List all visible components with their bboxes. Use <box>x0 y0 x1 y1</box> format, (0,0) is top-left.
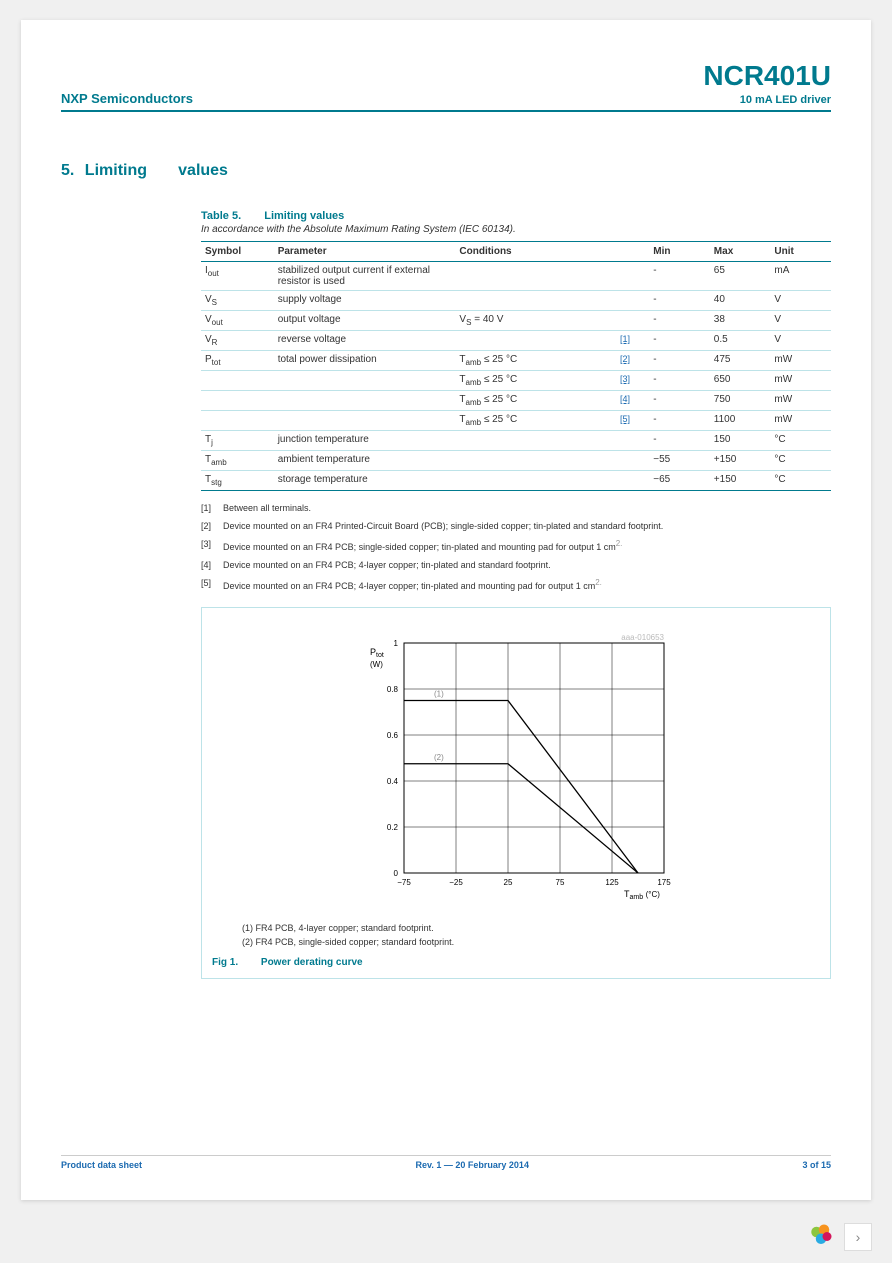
power-derating-chart: aaa-010653 −75 −25 25 75 125 175 0 0.2 0.4 0.6 0.8 1… <box>354 628 679 903</box>
chart-legend-2: (2) FR4 PCB, single-sided copper; standa… <box>242 937 820 947</box>
table-row: VRreverse voltage[1]-0.5V <box>201 331 831 351</box>
table-row: VSsupply voltage-40V <box>201 291 831 311</box>
chart-wrap: aaa-010653 −75 −25 25 75 125 175 0 0.2 0.4 0.6 0.8 1… <box>212 618 820 923</box>
footer-right: 3 of 15 <box>802 1160 831 1170</box>
table-row: Ioutstabilized output current if externa… <box>201 262 831 291</box>
th-ref <box>601 242 649 262</box>
table-row: Tamb ≤ 25 °C[3]-650mW <box>201 371 831 391</box>
th-min: Min <box>649 242 710 262</box>
page-container: NXP Semiconductors NCR401U 10 mA LED dri… <box>21 20 871 1200</box>
figure-label: Fig 1. <box>212 957 238 968</box>
section-word2: values <box>178 162 228 179</box>
next-page-button[interactable]: › <box>844 1223 872 1251</box>
svg-text:0.6: 0.6 <box>386 731 398 740</box>
svg-text:0.2: 0.2 <box>386 823 398 832</box>
svg-text:Ptot: Ptot <box>370 647 384 659</box>
svg-text:0: 0 <box>393 869 398 878</box>
footnotes: [1]Between all terminals. [2]Device mount… <box>201 503 831 591</box>
table-note: In accordance with the Absolute Maximum … <box>201 224 831 235</box>
th-symbol: Symbol <box>201 242 274 262</box>
page-footer: Product data sheet Rev. 1 — 20 February … <box>61 1155 831 1170</box>
table-row: Tambambient temperature−55+150°C <box>201 451 831 471</box>
chart-legend-1: (1) FR4 PCB, 4-layer copper; standard fo… <box>242 923 820 933</box>
svg-text:125: 125 <box>605 878 619 887</box>
footnote: [1]Between all terminals. <box>201 503 831 513</box>
svg-text:Tamb (°C): Tamb (°C) <box>624 889 660 901</box>
footnote: [3]Device mounted on an FR4 PCB; single-… <box>201 539 831 552</box>
figure-box: aaa-010653 −75 −25 25 75 125 175 0 0.2 0.4 0.6 0.8 1… <box>201 607 831 979</box>
svg-text:75: 75 <box>555 878 564 887</box>
table-label: Table 5. <box>201 210 241 222</box>
table-body: Ioutstabilized output current if externa… <box>201 262 831 491</box>
section-title: 5. Limiting values <box>61 162 831 180</box>
figure-caption: Fig 1. Power derating curve <box>212 951 820 968</box>
svg-text:175: 175 <box>657 878 671 887</box>
footer-left: Product data sheet <box>61 1160 142 1170</box>
svg-text:25: 25 <box>503 878 512 887</box>
footnote: [2]Device mounted on an FR4 Printed-Circ… <box>201 521 831 531</box>
table-row: Tstgstorage temperature−65+150°C <box>201 471 831 491</box>
company-name: NXP Semiconductors <box>61 91 193 106</box>
table-row: Tjjunction temperature-150°C <box>201 431 831 451</box>
table-row: Tamb ≤ 25 °C[5]-1100mW <box>201 411 831 431</box>
th-unit: Unit <box>770 242 831 262</box>
header-right: NCR401U 10 mA LED driver <box>703 60 831 106</box>
subtitle: 10 mA LED driver <box>703 94 831 106</box>
footnote: [4]Device mounted on an FR4 PCB; 4-layer… <box>201 560 831 570</box>
logo-icon <box>806 1220 836 1253</box>
limiting-values-table: Symbol Parameter Conditions Min Max Unit… <box>201 241 831 491</box>
svg-text:0.8: 0.8 <box>386 685 398 694</box>
table-row: Ptottotal power dissipationTamb ≤ 25 °C[… <box>201 351 831 371</box>
footnote: [5]Device mounted on an FR4 PCB; 4-layer… <box>201 578 831 591</box>
section-number: 5. <box>61 162 74 179</box>
table-title-row: Table 5. Limiting values <box>201 210 831 222</box>
table-row: Voutoutput voltageVS = 40 V-38V <box>201 311 831 331</box>
figure-title: Power derating curve <box>261 957 363 968</box>
svg-text:0.4: 0.4 <box>386 777 398 786</box>
th-conditions: Conditions <box>455 242 600 262</box>
content-block: Table 5. Limiting values In accordance w… <box>201 210 831 979</box>
table-row: Tamb ≤ 25 °C[4]-750mW <box>201 391 831 411</box>
th-max: Max <box>710 242 771 262</box>
th-parameter: Parameter <box>274 242 456 262</box>
svg-text:1: 1 <box>393 639 398 648</box>
section-word1: Limiting <box>85 162 147 179</box>
svg-text:(1): (1) <box>434 690 444 699</box>
page-navigation: › <box>806 1220 872 1253</box>
part-number: NCR401U <box>703 60 831 92</box>
table-title: Limiting values <box>264 210 344 222</box>
svg-text:−25: −25 <box>449 878 463 887</box>
svg-text:(W): (W) <box>370 660 383 669</box>
footer-center: Rev. 1 — 20 February 2014 <box>416 1160 529 1170</box>
svg-text:(2): (2) <box>434 753 444 762</box>
page-header: NXP Semiconductors NCR401U 10 mA LED dri… <box>61 60 831 112</box>
svg-text:−75: −75 <box>397 878 411 887</box>
svg-text:aaa-010653: aaa-010653 <box>621 633 664 642</box>
